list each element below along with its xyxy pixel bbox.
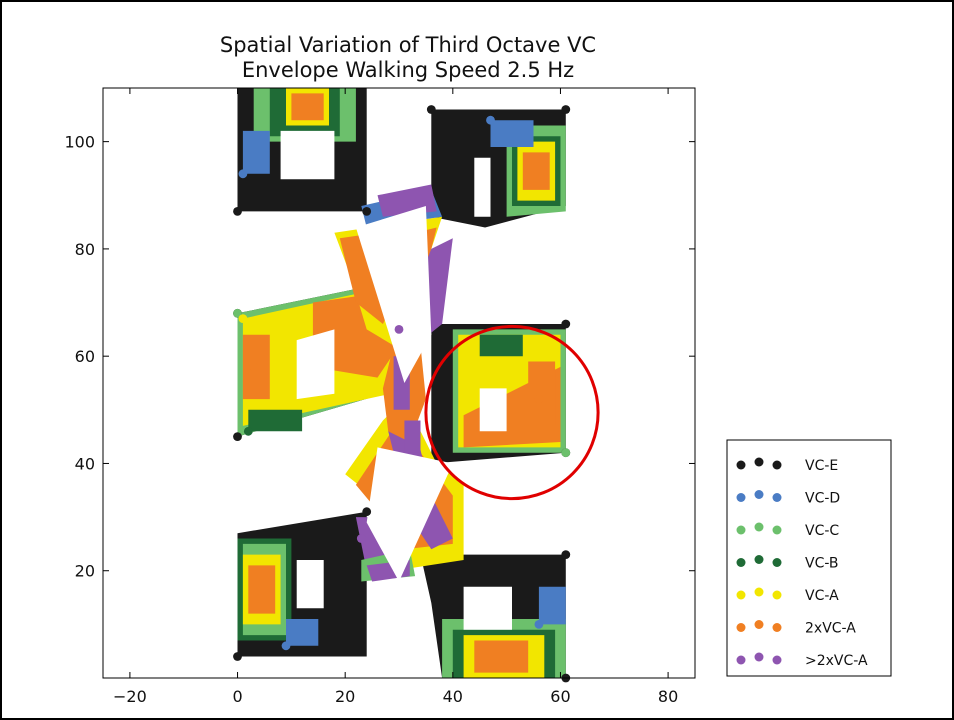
band-gt2xvc-a [404, 420, 421, 453]
band-vc-d [286, 619, 319, 646]
plot-regions [237, 88, 566, 678]
legend-marker [754, 555, 764, 564]
x-tick-label: 20 [335, 687, 355, 706]
legend-marker [736, 525, 746, 535]
x-axis: −20 0 20 40 60 80 [113, 88, 678, 706]
floor-opening [366, 447, 453, 582]
chart-title: Spatial Variation of Third Octave VC Env… [220, 33, 596, 82]
x-tick-label: 0 [232, 687, 242, 706]
legend-label: >2xVC-A [805, 653, 868, 669]
legend-marker [754, 587, 764, 597]
legend-label: VC-D [805, 491, 840, 507]
plot-area-frame [102, 87, 696, 679]
band-2xvc-a [291, 93, 324, 121]
data-point [243, 426, 253, 436]
legend-marker [772, 460, 782, 470]
data-point [233, 308, 242, 318]
legend-marker [772, 558, 782, 567]
band-vc-d [490, 120, 534, 147]
data-point [561, 105, 571, 114]
data-point [534, 394, 544, 404]
band-vc-d [538, 586, 566, 625]
floor-opening [479, 388, 507, 432]
data-point [233, 207, 242, 216]
data-point [426, 105, 436, 114]
legend-label: VC-E [805, 458, 838, 474]
x-tick-label: 80 [658, 687, 678, 706]
legend-marker [736, 623, 746, 632]
floor-opening [355, 206, 432, 383]
data-point [356, 534, 366, 543]
legend-marker [736, 590, 746, 600]
legend-label: 2xVC-A [805, 621, 856, 637]
data-point [233, 652, 242, 661]
band-2xvc-a [528, 361, 556, 426]
band-vc-d [242, 130, 270, 174]
band-2xvc-a [474, 640, 529, 673]
legend-marker [736, 493, 746, 502]
floor-opening [280, 130, 335, 180]
legend-label: VC-C [805, 523, 839, 539]
data-point [534, 620, 544, 629]
data-point [362, 207, 372, 216]
legend: VC-E VC-D VC-C VC-B VC-A 2xVC-A >2xVC-A [726, 439, 892, 677]
legend-marker [772, 623, 782, 632]
floor-opening [474, 157, 491, 217]
data-point [238, 169, 248, 179]
data-point [281, 641, 291, 651]
band-vc-b [248, 409, 303, 432]
data-point [233, 432, 242, 441]
annotation-layer [424, 324, 600, 501]
data-point [394, 325, 404, 334]
data-point [249, 362, 259, 372]
floor-opening [296, 560, 324, 609]
floor-opening [463, 586, 512, 630]
legend-marker [772, 655, 782, 665]
data-point [561, 319, 571, 329]
band-2xvc-a [248, 565, 276, 614]
y-tick-label: 80 [75, 240, 95, 259]
x-tick-label: 60 [550, 687, 570, 706]
floor-opening [296, 329, 335, 400]
legend-marker [754, 652, 764, 662]
plot-points [233, 105, 571, 683]
x-tick-label: −20 [113, 687, 147, 706]
legend-marker [736, 558, 746, 567]
data-point [362, 507, 372, 517]
legend-marker [754, 490, 764, 499]
legend-marker [736, 460, 746, 470]
legend-label: VC-B [805, 556, 839, 572]
y-tick-label: 20 [75, 562, 95, 581]
data-point [486, 115, 495, 125]
y-tick-label: 40 [75, 454, 95, 473]
x-tick-label: 40 [443, 687, 463, 706]
y-tick-label: 100 [64, 133, 95, 152]
legend-label: VC-A [805, 588, 839, 604]
legend-marker [754, 457, 764, 467]
legend-box [726, 439, 892, 677]
y-tick-label: 60 [75, 347, 95, 366]
band-2xvc-a [522, 152, 550, 190]
chart-title-line-1: Spatial Variation of Third Octave VC [220, 33, 596, 57]
highlight-circle [424, 324, 600, 501]
chart-title-line-2: Envelope Walking Speed 2.5 Hz [242, 58, 574, 82]
legend-marker [736, 655, 746, 665]
legend-marker [772, 590, 782, 600]
legend-marker [754, 620, 764, 629]
legend-marker [772, 525, 782, 535]
band-vc-b [479, 334, 523, 357]
legend-marker [754, 522, 764, 532]
legend-marker [772, 493, 782, 502]
data-point [238, 314, 248, 323]
data-point [561, 550, 571, 559]
data-point [561, 448, 571, 458]
y-axis: 20 40 60 80 100 [64, 133, 695, 581]
